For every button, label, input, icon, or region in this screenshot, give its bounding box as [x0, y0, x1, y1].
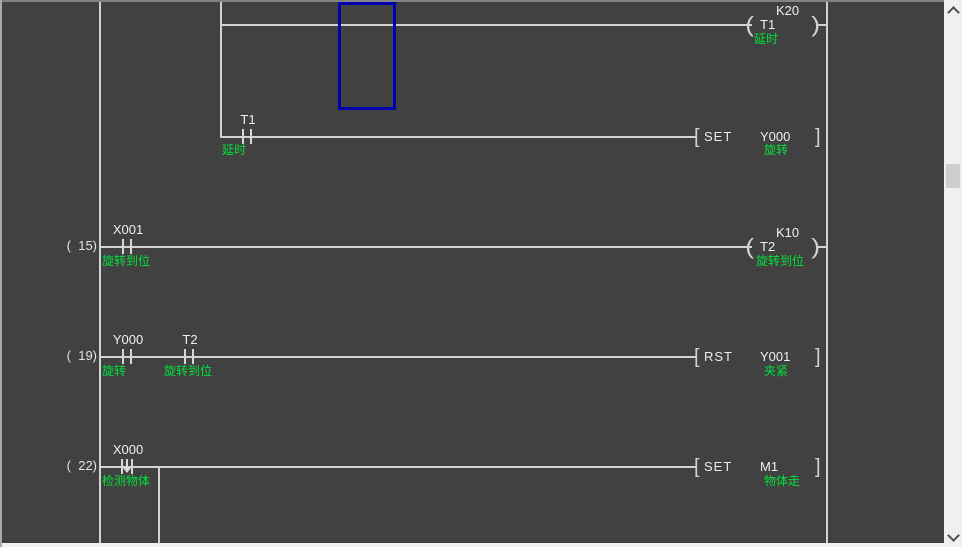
window-left-border	[0, 0, 2, 547]
rung0-wire-right	[818, 24, 826, 26]
contact-bar	[192, 349, 194, 364]
falling-edge-arrowhead-icon	[123, 468, 131, 473]
timer-constant: K20	[776, 3, 800, 18]
coil-comment: 延时	[754, 32, 779, 46]
timer-constant: K10	[776, 225, 800, 240]
contact-device-label: T1	[240, 112, 256, 127]
step-number: ( 15)	[66, 238, 97, 253]
contact-bar	[122, 349, 124, 364]
step-number: ( 22)	[66, 458, 97, 473]
instr-comment: 旋转	[764, 143, 789, 157]
vertical-scrollbar[interactable]	[944, 0, 962, 547]
contact-device-label: X000	[112, 442, 144, 457]
instruction-cell-rst-y001[interactable]	[694, 332, 826, 382]
scrollbar-thumb[interactable]	[946, 164, 960, 188]
instr-device-label: Y001	[760, 349, 791, 364]
contact-comment: 旋转到位	[102, 254, 151, 268]
instr-close-bracket: ]	[815, 346, 821, 368]
coil-close-paren: )	[811, 234, 821, 259]
contact-bar	[250, 129, 252, 144]
instr-open-bracket: [	[694, 126, 700, 148]
contact-device-label: T2	[182, 332, 198, 347]
coil-device-label: T1	[760, 17, 776, 32]
instr-close-bracket: ]	[815, 126, 821, 148]
contact-device-label: X001	[112, 222, 144, 237]
branch-wire-vertical	[220, 2, 222, 138]
contact-bar	[184, 349, 186, 364]
step-number: ( 19)	[66, 348, 97, 363]
scroll-up-icon[interactable]	[947, 6, 960, 19]
instr-opcode: SET	[704, 129, 733, 144]
coil-cell-T1[interactable]	[746, 0, 826, 50]
rung4-wire	[99, 466, 697, 468]
contact-comment: 旋转到位	[164, 364, 213, 378]
contact-bar	[121, 459, 123, 474]
instr-open-bracket: [	[694, 346, 700, 368]
coil-comment: 旋转到位	[756, 254, 805, 268]
edit-cursor-cell	[338, 2, 396, 110]
rung3-wire	[99, 356, 697, 358]
instr-close-bracket: ]	[815, 456, 821, 478]
window-top-border	[0, 0, 962, 2]
instr-comment: 夹紧	[764, 364, 789, 378]
coil-open-paren: (	[745, 234, 755, 259]
instr-device-label: M1	[760, 459, 779, 474]
scroll-down-icon[interactable]	[947, 529, 960, 542]
contact-bar	[131, 459, 133, 474]
left-power-rail	[99, 2, 101, 543]
contact-bar	[130, 239, 132, 254]
branch-wire-down	[158, 466, 160, 543]
contact-cell-X001[interactable]	[100, 218, 158, 276]
contact-cell-T2[interactable]	[160, 328, 218, 386]
coil-open-paren: (	[745, 12, 755, 37]
contact-device-label: Y000	[112, 332, 144, 347]
contact-cell-Y000[interactable]	[100, 328, 158, 386]
instruction-cell-set-y000[interactable]	[694, 112, 826, 162]
contact-comment: 延时	[222, 143, 247, 157]
contact-cell-X000[interactable]	[100, 438, 158, 496]
falling-edge-arrow-icon	[126, 459, 128, 468]
contact-bar	[242, 129, 244, 144]
instr-device-label: Y000	[760, 129, 791, 144]
rung2-wire	[99, 246, 752, 248]
coil-device-label: T2	[760, 239, 776, 254]
coil-close-paren: )	[811, 12, 821, 37]
instr-opcode: SET	[704, 459, 733, 474]
contact-bar	[122, 239, 124, 254]
contact-bar	[130, 349, 132, 364]
coil-cell-T2[interactable]	[746, 222, 826, 272]
contact-comment: 检测物体	[102, 474, 151, 488]
instruction-cell-set-m1[interactable]	[694, 442, 826, 492]
instr-comment: 物体走	[764, 474, 801, 488]
instr-open-bracket: [	[694, 456, 700, 478]
contact-comment: 旋转	[102, 364, 127, 378]
instr-opcode: RST	[704, 349, 733, 364]
rung1-wire	[220, 136, 697, 138]
rung2-wire-right	[818, 246, 826, 248]
contact-cell-T1[interactable]	[218, 108, 276, 166]
right-power-rail	[826, 2, 828, 543]
rung0-wire	[220, 24, 752, 26]
bottom-edge-strip	[0, 543, 944, 547]
